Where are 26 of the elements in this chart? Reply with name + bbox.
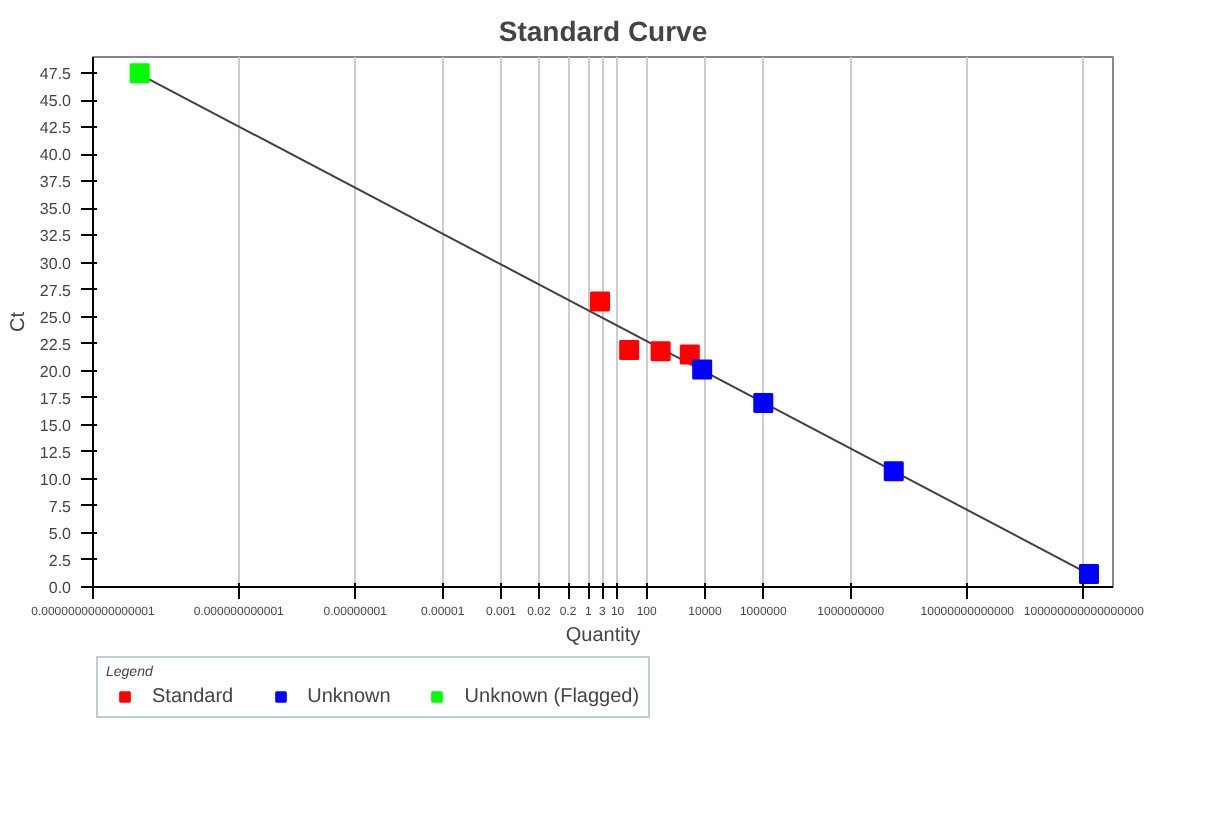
- y-tick-label: 17.5: [39, 389, 73, 408]
- y-tick-label: 42.5: [39, 119, 73, 138]
- y-tick-label: 35.0: [39, 200, 73, 219]
- y-tick-label: 37.5: [39, 173, 73, 192]
- legend-label: Unknown: [307, 684, 391, 708]
- y-tick-label: 2.5: [48, 551, 73, 570]
- chart-title: Standard Curve: [498, 15, 708, 47]
- y-tick-label: 0.0: [48, 579, 73, 597]
- x-axis-title: Quantity: [565, 625, 641, 647]
- y-tick-label: 32.5: [39, 227, 73, 246]
- y-tick-label: 47.5: [39, 65, 73, 84]
- y-tick-label: 7.5: [48, 497, 73, 516]
- y-axis-title: Ct: [7, 311, 30, 332]
- y-tick-label: 10.0: [39, 470, 73, 489]
- y-tick-label: 5.0: [48, 524, 73, 543]
- y-tick-label: 20.0: [39, 362, 73, 381]
- y-tick-label: 15.0: [39, 416, 73, 435]
- y-tick-label: 27.5: [39, 281, 73, 300]
- y-tick-label: 25.0: [39, 308, 73, 327]
- y-tick-label: 22.5: [39, 335, 73, 354]
- y-tick-label: 45.0: [39, 92, 73, 111]
- y-tick-label: 12.5: [39, 443, 73, 462]
- y-tick-label: 30.0: [39, 254, 73, 273]
- legend-label: Unknown (Flagged): [464, 684, 640, 708]
- y-tick-label: 40.0: [39, 146, 73, 165]
- legend-label: Standard: [152, 684, 234, 708]
